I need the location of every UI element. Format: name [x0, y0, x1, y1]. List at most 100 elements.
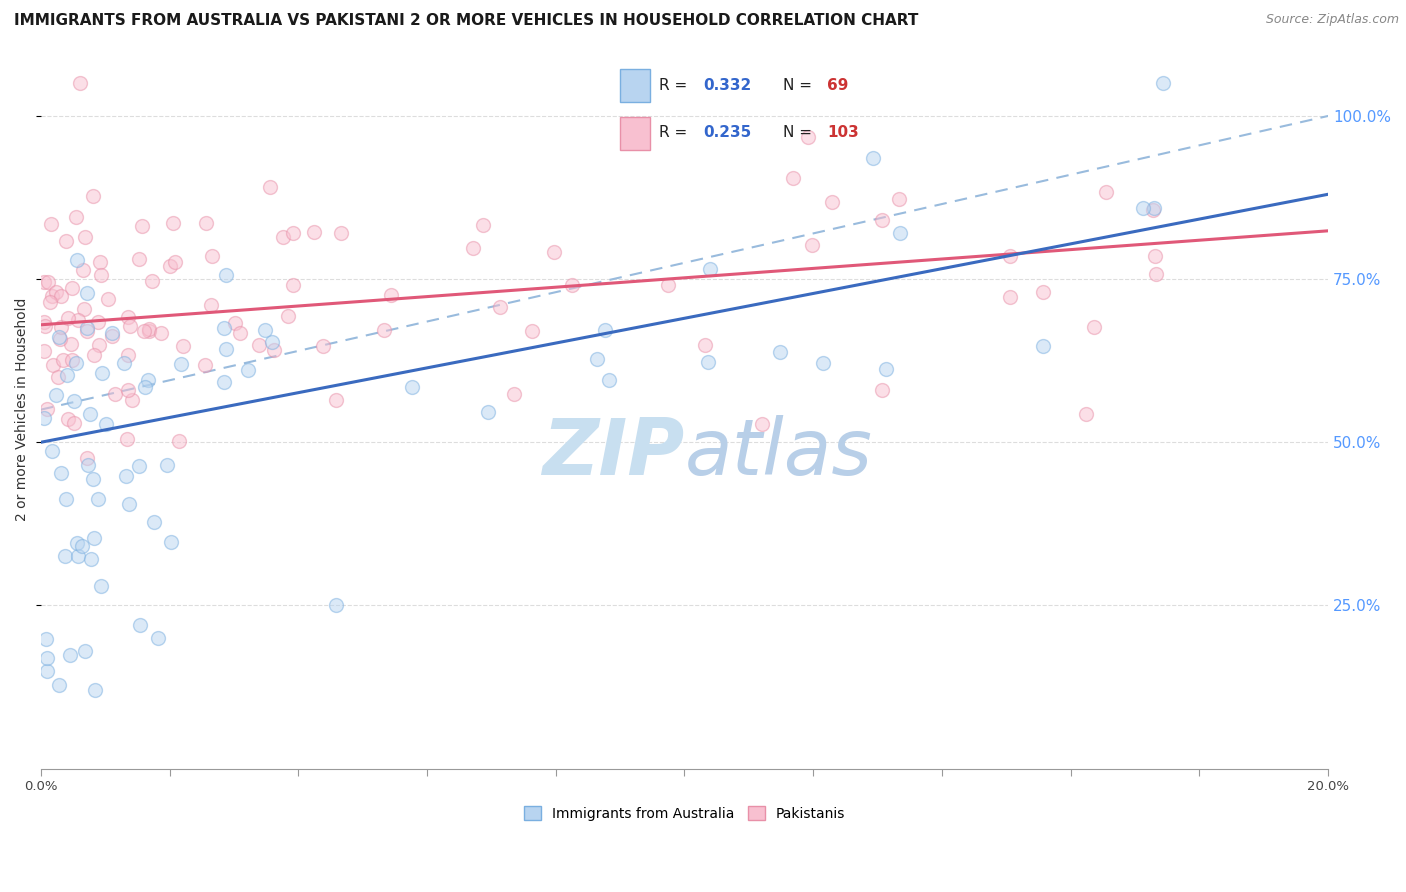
Point — [60, 337, 83, 351]
Point — [876, 362, 898, 376]
Point — [42, 358, 65, 372]
Point — [32, 275, 55, 289]
Point — [561, 278, 583, 293]
Point — [330, 226, 353, 240]
Point — [56, 412, 79, 426]
Point — [66, 313, 89, 327]
Y-axis label: 2 or more Vehicles in Household: 2 or more Vehicles in Household — [15, 298, 30, 521]
Point — [281, 226, 304, 240]
Point — [167, 434, 190, 449]
Text: N =: N = — [783, 78, 817, 93]
Point — [1083, 320, 1105, 334]
Point — [76, 286, 98, 301]
Point — [472, 219, 495, 233]
Point — [132, 324, 155, 338]
Point — [598, 373, 620, 387]
Point — [134, 380, 156, 394]
Point — [59, 648, 82, 663]
Point — [699, 261, 721, 276]
Point — [302, 225, 325, 239]
Text: 69: 69 — [827, 78, 849, 93]
Text: N =: N = — [783, 126, 817, 140]
Point — [82, 472, 104, 486]
Point — [97, 293, 120, 307]
Point — [65, 536, 87, 550]
Text: 0.235: 0.235 — [703, 126, 751, 140]
Point — [65, 356, 87, 370]
Point — [90, 579, 112, 593]
Point — [520, 324, 543, 338]
Point — [146, 631, 169, 645]
Legend: Immigrants from Australia, Pakistanis: Immigrants from Australia, Pakistanis — [519, 800, 851, 826]
Point — [782, 170, 804, 185]
Text: 103: 103 — [827, 126, 859, 140]
Point — [862, 151, 884, 165]
Point — [49, 289, 72, 303]
Point — [1142, 202, 1164, 217]
Point — [32, 411, 55, 425]
Point — [259, 180, 281, 194]
Point — [100, 326, 122, 341]
Point — [751, 417, 773, 432]
Point — [1074, 407, 1097, 421]
Point — [811, 356, 834, 370]
Point — [215, 268, 238, 283]
Point — [201, 249, 224, 263]
Point — [45, 388, 67, 402]
Point — [769, 344, 792, 359]
Point — [247, 338, 270, 352]
Point — [1152, 76, 1174, 90]
Point — [271, 230, 294, 244]
Point — [1132, 201, 1154, 215]
Point — [998, 290, 1021, 304]
Point — [79, 408, 101, 422]
Point — [801, 237, 824, 252]
Point — [194, 358, 217, 372]
Point — [263, 343, 285, 358]
Point — [129, 618, 152, 632]
Point — [141, 274, 163, 288]
Point — [76, 450, 98, 465]
Point — [281, 277, 304, 292]
Point — [46, 369, 69, 384]
Point — [160, 535, 183, 549]
Point — [41, 288, 63, 302]
Point — [55, 234, 77, 248]
Point — [150, 326, 173, 340]
Point — [53, 549, 76, 563]
Point — [41, 443, 63, 458]
Point — [236, 363, 259, 377]
Point — [162, 216, 184, 230]
Point — [34, 318, 56, 333]
Point — [194, 216, 217, 230]
Point — [75, 230, 97, 244]
Point — [695, 337, 717, 351]
Point — [212, 321, 235, 335]
Point — [1095, 186, 1118, 200]
Point — [229, 326, 252, 340]
Point — [797, 129, 820, 144]
Point — [52, 353, 75, 368]
Point — [41, 217, 63, 231]
Point — [697, 355, 720, 369]
Point — [889, 226, 911, 240]
Point — [117, 348, 139, 362]
Point — [70, 539, 93, 553]
Point — [1032, 339, 1054, 353]
Point — [1142, 201, 1164, 215]
Point — [56, 368, 79, 383]
Point — [48, 330, 70, 344]
Point — [1144, 267, 1167, 281]
Point — [121, 392, 143, 407]
Text: IMMIGRANTS FROM AUSTRALIA VS PAKISTANI 2 OR MORE VEHICLES IN HOUSEHOLD CORRELATI: IMMIGRANTS FROM AUSTRALIA VS PAKISTANI 2… — [14, 13, 918, 29]
Point — [32, 315, 55, 329]
Point — [115, 469, 138, 483]
Point — [49, 332, 72, 346]
Point — [128, 252, 150, 267]
Point — [325, 599, 347, 613]
Text: R =: R = — [659, 78, 692, 93]
Point — [138, 322, 160, 336]
Point — [69, 76, 91, 90]
Point — [128, 458, 150, 473]
Point — [51, 319, 73, 334]
